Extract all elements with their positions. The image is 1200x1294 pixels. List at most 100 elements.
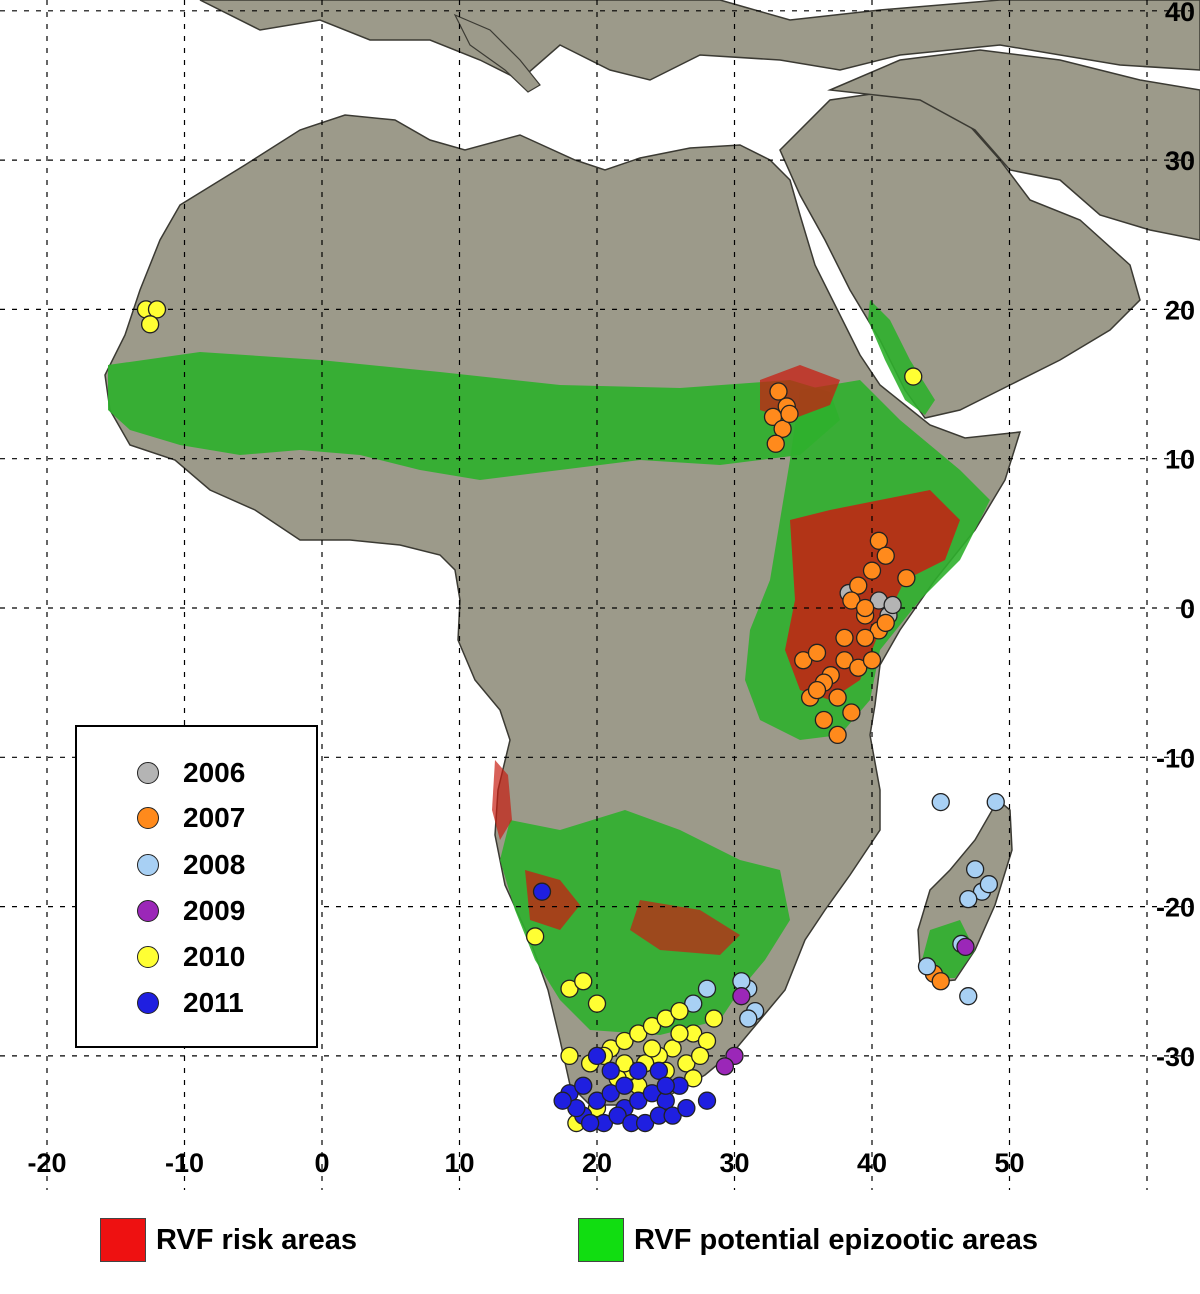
outbreak-point-2008 xyxy=(959,987,978,1006)
legend-label-2006: 2006 xyxy=(183,757,246,788)
risk-area-label: RVF risk areas xyxy=(156,1223,357,1256)
longitude-tick-label: 10 xyxy=(444,1148,474,1178)
outbreak-point-2011 xyxy=(574,1076,593,1095)
outbreak-point-2010 xyxy=(670,1024,689,1043)
outbreak-point-2006 xyxy=(883,595,902,615)
epizootic-area-key: RVF potential epizootic areas xyxy=(578,1218,1038,1262)
sahel-epizootic-zone xyxy=(108,352,840,480)
outbreak-point-2010 xyxy=(704,1009,724,1028)
outbreak-point-2007 xyxy=(842,703,861,722)
outbreak-point-2007 xyxy=(931,972,950,991)
outbreak-point-2007 xyxy=(876,613,895,633)
latitude-ticks: 40 30 20 10 0 -10 -20 -30 xyxy=(1156,0,1195,1072)
outbreak-point-2010 xyxy=(140,315,160,334)
outbreak-point-2008 xyxy=(697,979,717,998)
longitude-tick-label: -20 xyxy=(27,1148,66,1178)
longitude-tick-label: 0 xyxy=(314,1148,329,1178)
legend-label-2007: 2007 xyxy=(183,802,246,833)
outbreak-point-2010 xyxy=(587,994,607,1013)
latitude-tick-label: 40 xyxy=(1165,0,1195,27)
outbreak-point-2007 xyxy=(862,561,882,580)
longitude-tick-label: 30 xyxy=(719,1148,749,1178)
outbreak-point-2010 xyxy=(904,367,923,386)
legend-label-2008: 2008 xyxy=(183,849,246,880)
outbreak-point-2011 xyxy=(553,1091,572,1110)
outbreak-point-2010 xyxy=(690,1046,710,1066)
outbreak-point-2008 xyxy=(959,889,978,909)
middle-east-landmass xyxy=(827,49,1200,241)
outbreak-point-2007 xyxy=(876,546,895,565)
legend-label-2010: 2010 xyxy=(183,941,246,972)
outbreak-point-2011 xyxy=(649,1061,669,1080)
latitude-tick-label: -30 xyxy=(1156,1042,1195,1072)
outbreak-point-2010 xyxy=(697,1031,717,1051)
longitude-tick-label: -10 xyxy=(165,1148,204,1178)
legend-item-2007: 2007 xyxy=(137,800,245,836)
outbreak-point-2008 xyxy=(979,875,999,894)
outbreak-point-2010 xyxy=(525,927,545,946)
outbreak-point-2008 xyxy=(917,957,937,976)
latitude-tick-label: 0 xyxy=(1180,594,1195,624)
outbreak-point-2010 xyxy=(642,1039,662,1058)
west-coast-risk-zone xyxy=(492,760,512,840)
outbreak-point-2007 xyxy=(897,568,916,588)
outbreak-point-2007 xyxy=(869,531,889,550)
outbreak-point-2007 xyxy=(862,651,882,670)
outbreak-point-2009 xyxy=(956,937,975,957)
outbreak-point-2011 xyxy=(629,1061,648,1080)
risk-area-swatch xyxy=(100,1218,146,1262)
legend-item-2008: 2008 xyxy=(137,847,245,883)
longitude-tick-label: 40 xyxy=(857,1148,887,1178)
outbreak-point-2007 xyxy=(780,404,799,424)
latitude-tick-label: -10 xyxy=(1156,743,1195,773)
outbreak-point-2011 xyxy=(697,1091,717,1110)
outbreak-point-2007 xyxy=(807,680,827,700)
europe-landmass xyxy=(199,0,1200,81)
outbreak-markers xyxy=(136,300,1005,1133)
longitude-tick-label: 20 xyxy=(582,1148,612,1178)
outbreak-point-2007 xyxy=(855,628,875,648)
legend-item-2011: 2011 xyxy=(137,985,244,1021)
legend-item-2006: 2006 xyxy=(137,755,245,791)
outbreak-point-2007 xyxy=(835,628,854,648)
outbreak-point-2009 xyxy=(715,1057,735,1076)
legend-dot-2009 xyxy=(137,900,159,922)
latitude-tick-label: -20 xyxy=(1156,893,1195,923)
legend-dot-2006 xyxy=(137,762,159,784)
italy-landmass xyxy=(453,13,541,93)
latitude-tick-label: 20 xyxy=(1165,295,1195,325)
outbreak-point-2011 xyxy=(677,1099,696,1118)
longitude-tick-label: 50 xyxy=(994,1148,1024,1178)
outbreak-point-2007 xyxy=(773,419,792,438)
outbreak-point-2007 xyxy=(769,382,788,401)
outbreak-point-2011 xyxy=(532,882,552,901)
outbreak-point-2011 xyxy=(601,1061,620,1080)
latitude-tick-label: 10 xyxy=(1165,445,1195,475)
epizootic-area-swatch xyxy=(578,1218,624,1262)
legend-label-2009: 2009 xyxy=(183,895,246,926)
legend-item-2009: 2009 xyxy=(137,893,245,929)
outbreak-point-2010 xyxy=(670,1001,689,1021)
outbreak-point-2007 xyxy=(814,710,834,730)
risk-area-key: RVF risk areas xyxy=(100,1218,357,1262)
outbreak-point-2011 xyxy=(656,1076,675,1095)
outbreak-point-2007 xyxy=(807,643,827,662)
outbreak-point-2011 xyxy=(587,1046,607,1066)
outbreak-point-2008 xyxy=(965,860,985,879)
outbreak-point-2007 xyxy=(828,725,847,745)
legend-dot-2007 xyxy=(137,807,159,829)
outbreak-point-2007 xyxy=(855,598,875,618)
legend-dot-2011 xyxy=(137,992,159,1014)
outbreak-point-2007 xyxy=(828,688,847,707)
outbreak-point-2010 xyxy=(147,300,167,319)
outbreak-point-2011 xyxy=(580,1113,600,1133)
outbreak-point-2008 xyxy=(986,792,1005,812)
outbreak-point-2007 xyxy=(766,434,785,453)
legend-dot-2010 xyxy=(137,946,159,968)
longitude-ticks: -20 -10 0 10 20 30 40 50 xyxy=(27,1148,1024,1178)
red-sea-coast-zone xyxy=(868,300,935,415)
latitude-tick-label: 30 xyxy=(1165,146,1195,176)
outbreak-point-2008 xyxy=(931,792,950,812)
outbreak-point-2010 xyxy=(560,1046,579,1066)
